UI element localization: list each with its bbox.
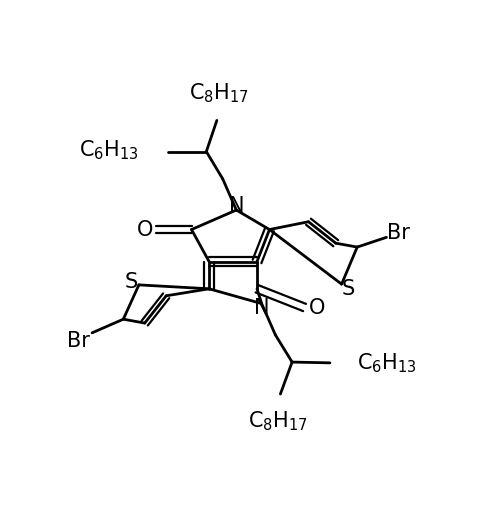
Text: O: O <box>136 220 153 239</box>
Text: N: N <box>254 298 270 318</box>
Text: N: N <box>228 196 244 216</box>
Text: S: S <box>124 272 138 292</box>
Text: O: O <box>309 298 325 318</box>
Text: C$_8$H$_{17}$: C$_8$H$_{17}$ <box>248 410 308 433</box>
Text: C$_6$H$_{13}$: C$_6$H$_{13}$ <box>357 351 417 375</box>
Text: Br: Br <box>67 331 90 351</box>
Text: C$_8$H$_{17}$: C$_8$H$_{17}$ <box>189 81 249 105</box>
Text: C$_6$H$_{13}$: C$_6$H$_{13}$ <box>79 139 139 162</box>
Text: Br: Br <box>387 223 409 243</box>
Text: S: S <box>342 279 355 299</box>
